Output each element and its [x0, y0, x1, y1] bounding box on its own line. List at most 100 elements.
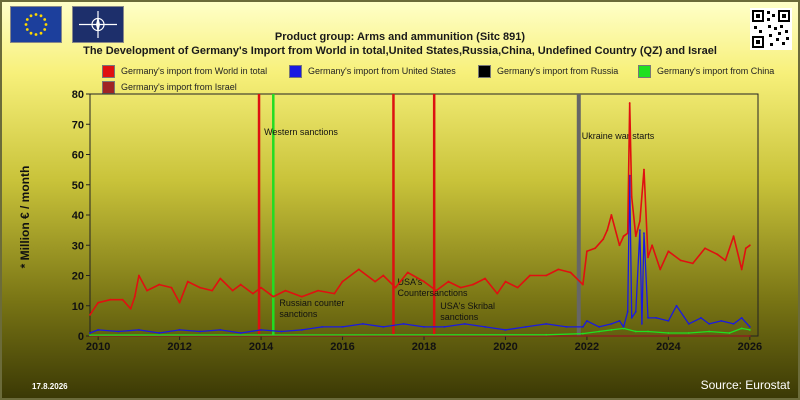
data-point [423, 280, 425, 283]
data-point [129, 307, 132, 310]
data-point [471, 283, 474, 286]
data-point [647, 256, 649, 259]
data-point [724, 259, 727, 262]
data-point [199, 330, 201, 333]
data-point [272, 295, 275, 298]
legend-swatch-us [289, 64, 302, 78]
annotation-label: USA's Skribal sanctions [440, 301, 495, 322]
data-point [252, 292, 254, 295]
data-point [374, 280, 377, 283]
data-point [545, 323, 548, 325]
data-point [178, 301, 181, 304]
data-point [545, 333, 548, 336]
legend-item-israel: Germany's import from Israel [102, 80, 237, 94]
legend-item-us: Germany's import from United States [289, 64, 456, 78]
data-point [146, 289, 148, 292]
data-point [186, 280, 189, 283]
data-point [704, 247, 706, 250]
data-point [581, 283, 584, 286]
data-point [133, 295, 136, 298]
data-point [622, 235, 625, 238]
data-point [594, 247, 596, 250]
legend-label-world: Germany's import from World in total [121, 66, 268, 76]
data-point [423, 326, 425, 328]
data-point [569, 271, 572, 274]
data-point [97, 301, 100, 304]
legend-label-russia: Germany's import from Russia [497, 66, 619, 76]
data-point [357, 268, 360, 271]
x-tick-label: 2018 [412, 341, 436, 353]
data-point [158, 332, 161, 334]
data-point [300, 329, 303, 331]
event-label-ukraine-war: Ukraine war starts [582, 131, 655, 141]
data-point [199, 286, 201, 289]
annotation-label: USA's Countersanctions [397, 277, 468, 298]
data-point [643, 232, 645, 235]
data-point [687, 323, 690, 325]
series-line-1 [89, 175, 751, 334]
event-label-western-sanctions: Western sanctions [264, 127, 338, 137]
data-point [655, 316, 658, 319]
x-tick-label: 2024 [656, 341, 681, 353]
data-point [634, 235, 637, 238]
series-line-0 [89, 102, 751, 316]
data-point [341, 326, 344, 328]
data-point [109, 298, 112, 301]
data-point [557, 268, 560, 271]
data-point [121, 298, 124, 301]
legend-swatch-world [102, 64, 115, 78]
data-point [137, 274, 140, 277]
data-point [610, 214, 613, 216]
data-point [720, 319, 723, 322]
data-point [626, 232, 629, 235]
data-point [529, 274, 531, 277]
data-point [647, 316, 649, 319]
data-point [667, 319, 670, 322]
data-point [447, 280, 450, 283]
data-point [634, 310, 637, 313]
data-point [708, 330, 711, 333]
data-point [667, 332, 670, 334]
data-point [463, 323, 466, 325]
data-point [691, 262, 694, 265]
data-point [598, 330, 601, 333]
x-tick-label: 2010 [86, 341, 110, 353]
data-point [317, 289, 319, 292]
data-point [732, 235, 735, 238]
data-point [606, 229, 609, 232]
data-point [667, 250, 670, 253]
data-point [524, 326, 527, 328]
data-point [496, 292, 499, 295]
x-tick-label: 2014 [249, 341, 274, 353]
data-point [610, 329, 613, 331]
data-point [700, 316, 702, 319]
data-point [622, 326, 625, 328]
data-point [630, 195, 633, 198]
data-point [382, 274, 385, 277]
y-tick-label: 60 [72, 150, 84, 162]
data-point [443, 326, 446, 328]
data-point [740, 327, 743, 330]
data-point [679, 259, 682, 262]
legend-item-world: Germany's import from World in total [102, 64, 268, 78]
data-point [89, 332, 91, 334]
y-tick-label: 20 [72, 271, 84, 283]
data-point [626, 310, 629, 313]
data-point [211, 289, 214, 292]
data-point [641, 323, 643, 325]
data-point [402, 323, 405, 325]
data-point [647, 330, 649, 333]
data-point [622, 327, 625, 330]
data-point [581, 332, 584, 335]
data-point [659, 268, 662, 271]
data-point [586, 319, 588, 322]
data-point [675, 304, 678, 307]
x-tick-label: 2022 [575, 341, 599, 353]
data-point [406, 271, 409, 274]
y-tick-label: 70 [72, 119, 84, 131]
data-point [630, 316, 633, 319]
data-point [687, 332, 690, 334]
data-point [231, 289, 234, 292]
